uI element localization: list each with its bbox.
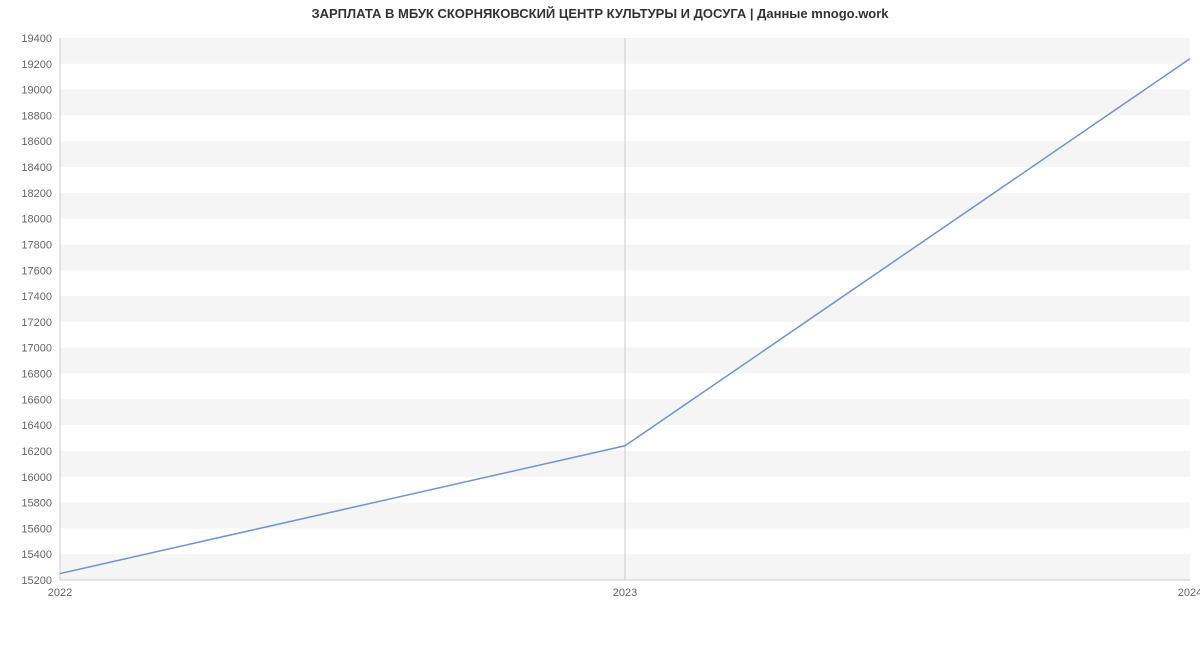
y-tick-label: 15800 <box>21 498 52 510</box>
y-axis-ticks: 15200 15400 15600 15800 16000 16200 16400 16600… <box>21 33 52 587</box>
salary-line-chart: ЗАРПЛАТА В МБУК СКОРНЯКОВСКИЙ ЦЕНТР КУЛЬ… <box>0 0 1200 650</box>
x-tick-label: 2022 <box>48 587 72 599</box>
y-tick-label: 16600 <box>21 394 52 406</box>
y-tick-label: 18600 <box>21 136 52 148</box>
x-axis-ticks: 2022 2023 2024 <box>48 587 1200 599</box>
y-tick-label: 17600 <box>21 265 52 277</box>
y-tick-label: 16000 <box>21 472 52 484</box>
y-tick-label: 19000 <box>21 85 52 97</box>
y-tick-label: 18800 <box>21 110 52 122</box>
x-tick-label: 2024 <box>1178 587 1200 599</box>
y-tick-label: 15600 <box>21 523 52 535</box>
y-tick-label: 17200 <box>21 317 52 329</box>
y-tick-label: 16400 <box>21 420 52 432</box>
y-tick-label: 16200 <box>21 446 52 458</box>
y-tick-label: 19200 <box>21 59 52 71</box>
y-tick-label: 18000 <box>21 214 52 226</box>
y-tick-label: 16800 <box>21 369 52 381</box>
chart-title: ЗАРПЛАТА В МБУК СКОРНЯКОВСКИЙ ЦЕНТР КУЛЬ… <box>311 6 889 21</box>
y-tick-label: 18200 <box>21 188 52 200</box>
y-tick-label: 17400 <box>21 291 52 303</box>
y-tick-label: 18400 <box>21 162 52 174</box>
y-tick-label: 17800 <box>21 239 52 251</box>
x-tick-label: 2023 <box>613 587 637 599</box>
y-tick-label: 17000 <box>21 343 52 355</box>
y-tick-label: 15200 <box>21 575 52 587</box>
y-tick-label: 15400 <box>21 549 52 561</box>
y-tick-label: 19400 <box>21 33 52 45</box>
